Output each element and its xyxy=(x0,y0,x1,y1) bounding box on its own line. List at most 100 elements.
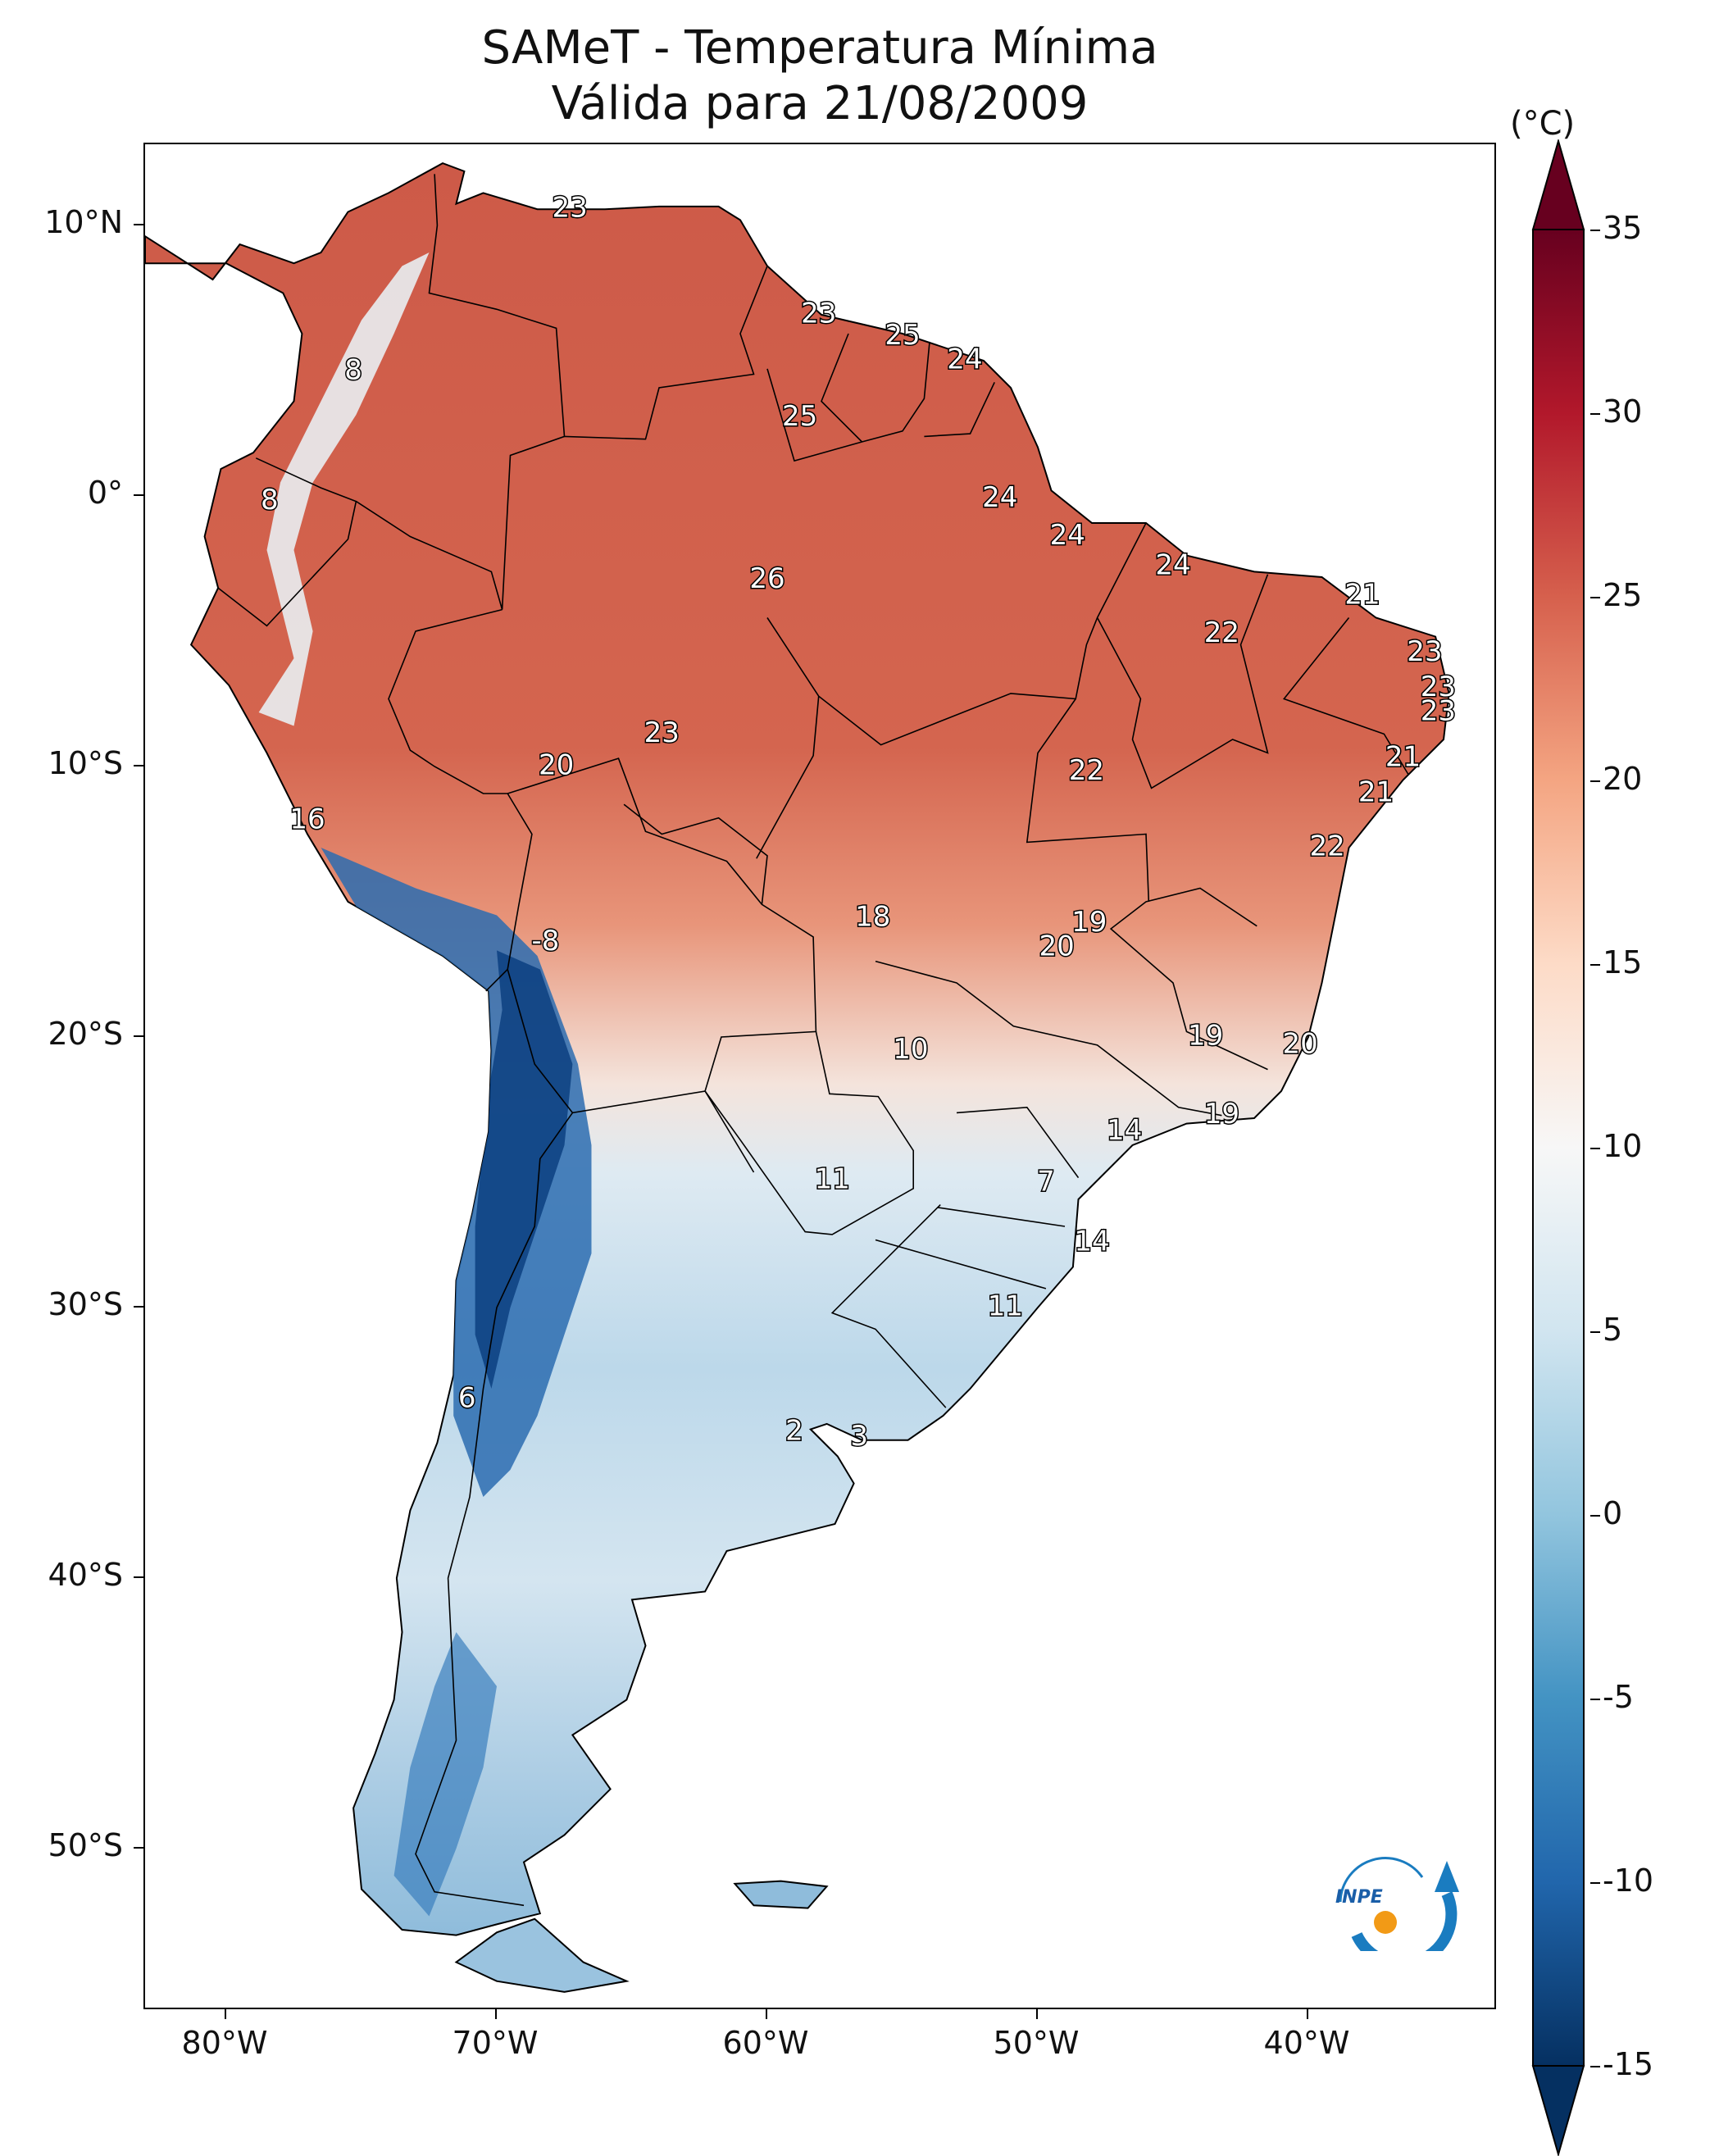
colorbar-min-extension xyxy=(1531,2065,1585,2156)
colorbar-tick-mark xyxy=(1590,230,1600,231)
border-line xyxy=(821,333,863,443)
station-label: 11 xyxy=(815,1162,850,1195)
patagonia-cold-band xyxy=(393,1632,497,1917)
colorbar-tick-mark xyxy=(1590,780,1600,782)
border-line xyxy=(507,757,817,1114)
border-line xyxy=(564,266,768,440)
colorbar-tick-label: -10 xyxy=(1603,1863,1654,1899)
station-label: 26 xyxy=(749,562,785,595)
station-label: 8 xyxy=(261,484,279,516)
station-label: 20 xyxy=(539,749,574,782)
border-line xyxy=(415,1112,574,1907)
border-line xyxy=(1282,617,1409,776)
border-line xyxy=(1096,574,1269,789)
border-line xyxy=(766,617,1076,746)
border-line xyxy=(756,696,820,859)
border-line xyxy=(704,1031,914,1235)
border-line xyxy=(937,1207,1066,1227)
station-label: 24 xyxy=(1155,548,1190,581)
latitude-tick-label: 0° xyxy=(87,475,123,511)
longitude-tick-label: 80°W xyxy=(181,2025,268,2061)
colorbar-unit: (°C) xyxy=(1510,105,1576,143)
station-label: 23 xyxy=(552,192,587,225)
longitude-tick-mark xyxy=(766,2009,767,2019)
colorbar-tick-label: 20 xyxy=(1603,761,1643,797)
colorbar-tick-mark xyxy=(1590,1699,1600,1700)
colorbar-tick-label: 25 xyxy=(1603,577,1643,613)
colorbar-max-extension xyxy=(1531,139,1585,230)
station-label: 24 xyxy=(982,481,1017,514)
border-line xyxy=(956,1106,1080,1179)
station-label: 16 xyxy=(289,803,325,836)
falkland-islands xyxy=(733,1880,829,1909)
border-line xyxy=(766,341,930,462)
latitude-tick-label: 10°S xyxy=(48,745,123,781)
andes-north-cool-band xyxy=(258,252,430,726)
border-line xyxy=(623,803,768,905)
colorbar-tick-label: 35 xyxy=(1603,210,1643,246)
longitude-tick-mark xyxy=(495,2009,497,2019)
station-label: 19 xyxy=(1071,906,1107,939)
colorbar-tick-mark xyxy=(1590,1148,1600,1149)
station-label: -8 xyxy=(531,925,559,957)
latitude-tick-mark xyxy=(134,765,143,766)
station-label: 23 xyxy=(1407,635,1442,668)
colorbar-body xyxy=(1532,229,1585,2067)
longitude-tick-label: 40°W xyxy=(1263,2025,1350,2061)
border-line xyxy=(875,960,1222,1117)
colorbar-tick-mark xyxy=(1590,1515,1600,1517)
colorbar-tick-mark xyxy=(1590,1331,1600,1333)
longitude-tick-mark xyxy=(1036,2009,1038,2019)
border-line xyxy=(704,1090,755,1173)
colorbar xyxy=(1531,139,1585,2156)
colorbar-tick-label: 30 xyxy=(1603,393,1643,430)
station-label: 21 xyxy=(1344,579,1380,612)
station-label: 23 xyxy=(801,297,836,330)
station-label: 22 xyxy=(1069,754,1104,787)
title-line-1: SAMeT - Temperatura Mínima xyxy=(481,21,1158,75)
andes-cold-core xyxy=(475,950,573,1389)
inpe-logo: INPE xyxy=(1324,1844,1467,1970)
station-label: 19 xyxy=(1204,1098,1239,1130)
longitude-tick-label: 60°W xyxy=(722,2025,809,2061)
station-label: 23 xyxy=(644,716,680,749)
station-label: 8 xyxy=(344,354,362,387)
longitude-tick-mark xyxy=(1307,2009,1308,2019)
station-label: 23 xyxy=(1421,671,1456,703)
latitude-tick-label: 30°S xyxy=(48,1286,123,1322)
border-line xyxy=(875,1239,1047,1290)
station-label: 14 xyxy=(1107,1114,1142,1147)
station-label: 18 xyxy=(855,900,890,933)
station-label: 24 xyxy=(947,343,982,376)
station-label: 20 xyxy=(1039,930,1074,963)
colorbar-tick-label: -15 xyxy=(1603,2046,1654,2082)
latitude-tick-mark xyxy=(134,1847,143,1849)
map-panel[interactable]: 23 8 8 23 25 24 25 24 24 24 26 21 22 23 23 23 23 20 22 21 21… xyxy=(143,143,1496,2009)
colorbar-tick-label: 5 xyxy=(1603,1312,1623,1348)
station-label: 3 xyxy=(850,1420,868,1453)
latitude-tick-mark xyxy=(134,494,143,496)
colorbar-tick-mark xyxy=(1590,2066,1600,2067)
border-line xyxy=(388,608,533,992)
station-label: 21 xyxy=(1358,776,1394,809)
station-label: 25 xyxy=(885,319,920,352)
inpe-logo-text: INPE xyxy=(1335,1887,1383,1908)
station-label: 20 xyxy=(1282,1027,1317,1060)
latitude-tick-mark xyxy=(134,1306,143,1308)
station-label: 21 xyxy=(1385,741,1421,774)
tierra-del-fuego xyxy=(454,1917,630,1993)
border-line xyxy=(1026,522,1150,903)
latitude-tick-mark xyxy=(134,1035,143,1037)
station-label: 2 xyxy=(785,1414,803,1447)
station-label: 7 xyxy=(1037,1166,1055,1199)
latitude-tick-mark xyxy=(134,224,143,225)
station-label: 19 xyxy=(1188,1020,1223,1053)
station-label: 22 xyxy=(1204,616,1239,649)
title-line-2: Válida para 21/08/2009 xyxy=(551,77,1089,130)
colorbar-tick-label: -5 xyxy=(1603,1679,1634,1715)
border-line xyxy=(924,382,995,438)
longitude-tick-label: 50°W xyxy=(993,2025,1080,2061)
latitude-tick-label: 40°S xyxy=(48,1557,123,1593)
longitude-tick-mark xyxy=(225,2009,226,2019)
